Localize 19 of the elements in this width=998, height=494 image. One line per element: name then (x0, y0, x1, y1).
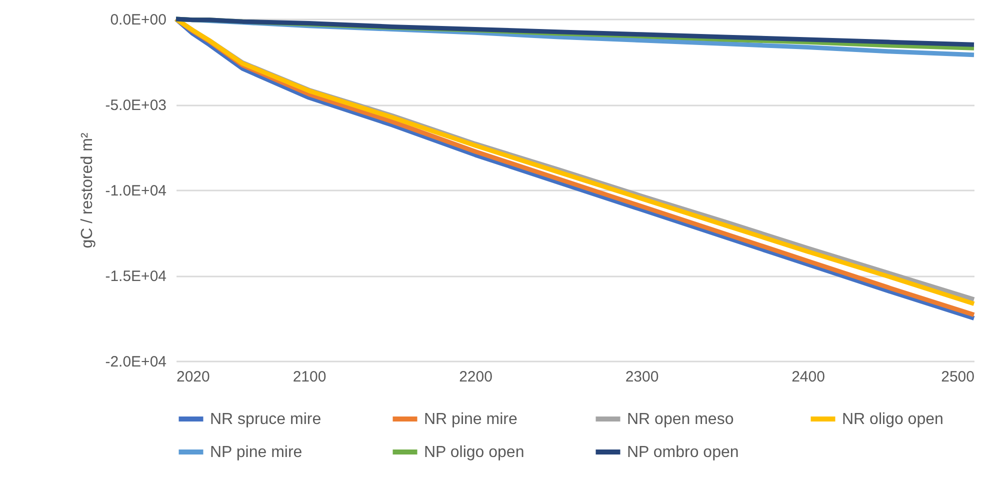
legend-label: NR oligo open (842, 411, 944, 428)
y-tick-label: -5.0E+03 (105, 97, 166, 114)
y-tick-label: 0.0E+00 (110, 12, 166, 28)
legend-label: NR pine mire (424, 411, 518, 428)
x-tick-label: 2500 (941, 368, 974, 386)
legend-label: NP oligo open (424, 444, 524, 461)
x-tick-label: 2400 (792, 368, 825, 386)
y-tick-label: -1.0E+04 (105, 182, 166, 200)
legend-label: NR spruce mire (210, 411, 322, 428)
y-axis-title: gC / restored m² (79, 132, 96, 248)
y-tick-label: -2.0E+04 (105, 354, 166, 370)
y-tick-label: -1.5E+04 (105, 268, 166, 285)
legend-label: NP pine mire (210, 444, 302, 461)
x-tick-label: 2300 (625, 368, 659, 386)
legend-label: NP ombro open (627, 444, 739, 461)
legend-label: NR open meso (627, 411, 734, 428)
x-tick-label: 2200 (459, 368, 492, 386)
x-tick-label: 2100 (292, 368, 326, 386)
x-tick-label: 2020 (176, 368, 210, 386)
